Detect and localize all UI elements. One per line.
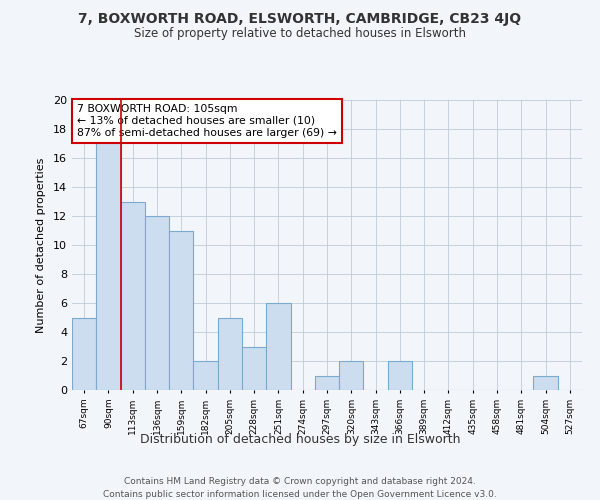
Bar [388, 361, 412, 390]
Text: 7, BOXWORTH ROAD, ELSWORTH, CAMBRIDGE, CB23 4JQ: 7, BOXWORTH ROAD, ELSWORTH, CAMBRIDGE, C… [79, 12, 521, 26]
Text: Size of property relative to detached houses in Elsworth: Size of property relative to detached ho… [134, 28, 466, 40]
Text: Contains public sector information licensed under the Open Government Licence v3: Contains public sector information licen… [103, 490, 497, 499]
Bar [169, 230, 193, 390]
Bar [72, 318, 96, 390]
Text: Contains HM Land Registry data © Crown copyright and database right 2024.: Contains HM Land Registry data © Crown c… [124, 478, 476, 486]
Bar [533, 376, 558, 390]
Text: Distribution of detached houses by size in Elsworth: Distribution of detached houses by size … [140, 432, 460, 446]
Bar [266, 303, 290, 390]
Y-axis label: Number of detached properties: Number of detached properties [36, 158, 46, 332]
Bar [339, 361, 364, 390]
Bar [145, 216, 169, 390]
Bar [193, 361, 218, 390]
Bar [96, 129, 121, 390]
Bar [242, 346, 266, 390]
Text: 7 BOXWORTH ROAD: 105sqm
← 13% of detached houses are smaller (10)
87% of semi-de: 7 BOXWORTH ROAD: 105sqm ← 13% of detache… [77, 104, 337, 138]
Bar [315, 376, 339, 390]
Bar [121, 202, 145, 390]
Bar [218, 318, 242, 390]
